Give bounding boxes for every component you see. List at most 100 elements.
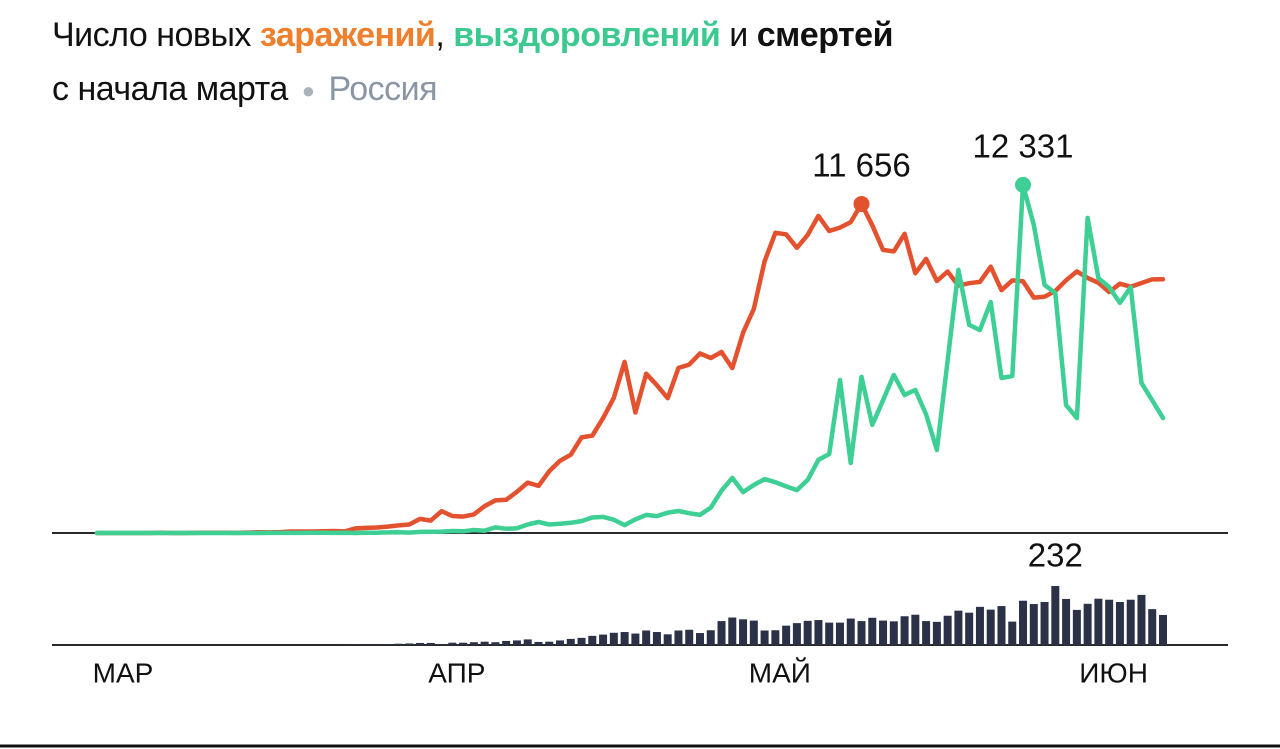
bar xyxy=(534,641,543,645)
title-recoveries: выздоровлений xyxy=(453,16,721,54)
bar xyxy=(1126,599,1135,645)
bar xyxy=(383,643,392,645)
bar xyxy=(803,620,812,645)
bar xyxy=(728,617,737,645)
bar xyxy=(642,630,651,645)
x-tick-label: АПР xyxy=(428,657,485,688)
bar xyxy=(1094,598,1103,645)
bar xyxy=(685,629,694,645)
bar xyxy=(1040,602,1049,645)
bar xyxy=(523,639,532,645)
bar xyxy=(825,622,834,645)
bar xyxy=(717,621,726,645)
bar xyxy=(1051,585,1060,645)
bar xyxy=(835,622,844,645)
peak-marker xyxy=(853,195,870,212)
bar xyxy=(868,617,877,645)
bar xyxy=(1137,594,1146,645)
data-label: 232 xyxy=(1028,537,1083,574)
title-lead: Число новых xyxy=(52,16,251,54)
bar xyxy=(943,615,952,645)
bar xyxy=(900,616,909,645)
bar xyxy=(1159,614,1167,645)
x-tick-label: МАЙ xyxy=(749,657,811,688)
subtitle: с начала марта ● Россия xyxy=(52,62,893,118)
bar xyxy=(340,644,349,645)
bar xyxy=(1115,602,1124,645)
bar xyxy=(879,620,888,645)
bar xyxy=(405,643,414,645)
bar xyxy=(954,610,963,645)
bar xyxy=(911,614,920,645)
bar xyxy=(631,633,640,645)
bar xyxy=(437,643,446,645)
bar xyxy=(577,637,586,645)
title-sep: и xyxy=(729,16,748,54)
bar xyxy=(545,641,554,645)
bar xyxy=(566,638,575,645)
bar xyxy=(749,620,758,645)
bar xyxy=(416,642,425,645)
bar xyxy=(975,606,984,645)
bar xyxy=(351,644,360,645)
bar xyxy=(1148,609,1157,645)
bar xyxy=(932,621,941,645)
bar xyxy=(491,642,500,645)
bar xyxy=(1072,609,1081,645)
bar xyxy=(372,643,381,645)
bar xyxy=(965,612,974,645)
title: Число новых заражений, выздоровлений и с… xyxy=(52,8,893,62)
bar xyxy=(609,632,618,645)
bar xyxy=(620,632,629,645)
title-deaths: смертей xyxy=(756,16,894,54)
bar xyxy=(1062,598,1071,645)
bar xyxy=(599,634,608,645)
bar xyxy=(739,619,748,645)
bar xyxy=(782,625,791,645)
line xyxy=(94,201,1166,536)
bar xyxy=(695,633,704,645)
bar xyxy=(997,606,1006,645)
bar xyxy=(480,641,489,645)
title-sep: , xyxy=(435,16,445,54)
bar xyxy=(1083,603,1092,645)
bar xyxy=(459,642,468,645)
bar xyxy=(1008,621,1017,645)
bar xyxy=(556,640,565,645)
x-tick-label: ИЮН xyxy=(1079,657,1148,688)
region: Россия xyxy=(328,70,438,108)
separator-dot: ● xyxy=(301,78,315,104)
data-label: 12 331 xyxy=(973,128,1074,165)
bar xyxy=(652,632,661,645)
bar xyxy=(922,621,931,645)
bar xyxy=(889,621,898,645)
bar xyxy=(1019,600,1028,645)
bar xyxy=(846,618,855,645)
bar xyxy=(857,621,866,645)
bar xyxy=(760,630,769,645)
bar xyxy=(512,640,521,645)
bar xyxy=(792,623,801,645)
subtitle-text: с начала марта xyxy=(52,70,288,108)
bar xyxy=(448,642,457,645)
header: Число новых заражений, выздоровлений и с… xyxy=(52,8,893,118)
line xyxy=(94,182,1166,536)
bar xyxy=(426,642,435,645)
bar xyxy=(771,630,780,645)
bar xyxy=(674,630,683,645)
bar xyxy=(469,642,478,645)
x-tick-label: МАР xyxy=(93,657,154,688)
bar xyxy=(1029,604,1038,645)
peak-marker xyxy=(1015,176,1032,193)
data-label: 11 656 xyxy=(812,147,910,184)
bar xyxy=(706,630,715,645)
bar xyxy=(588,635,597,645)
bar xyxy=(986,609,995,645)
title-infections: заражений xyxy=(259,16,436,54)
bar xyxy=(1105,599,1114,645)
bar xyxy=(362,644,371,645)
bar xyxy=(394,643,403,645)
bar xyxy=(814,620,823,645)
